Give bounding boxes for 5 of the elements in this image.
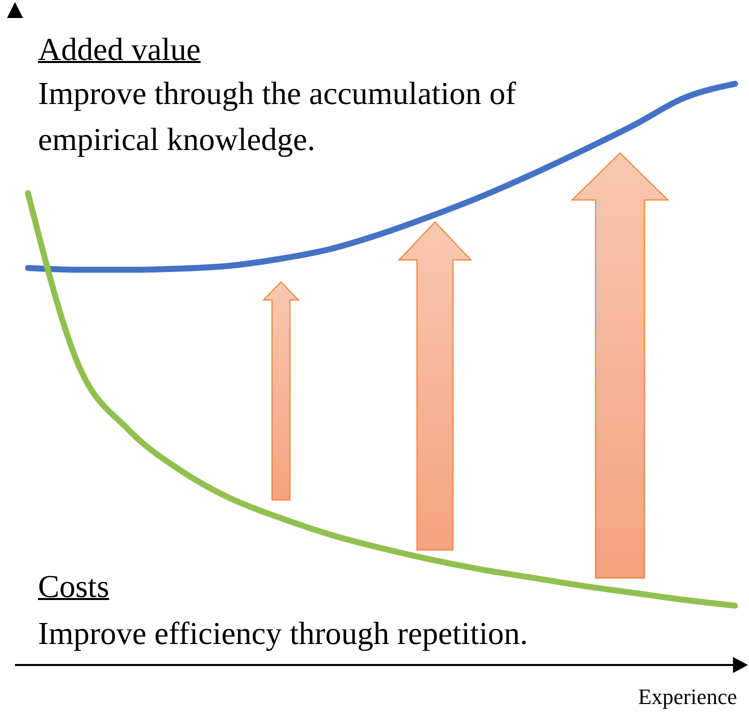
x-axis-title: Experience [638,684,737,709]
text: Added value [38,30,202,69]
annotation: Improve through the accumulation of empirical knowledge. [38,74,518,159]
annotation: Costs [38,567,110,606]
annotation: Improve efficiency through repetition. [38,614,529,653]
